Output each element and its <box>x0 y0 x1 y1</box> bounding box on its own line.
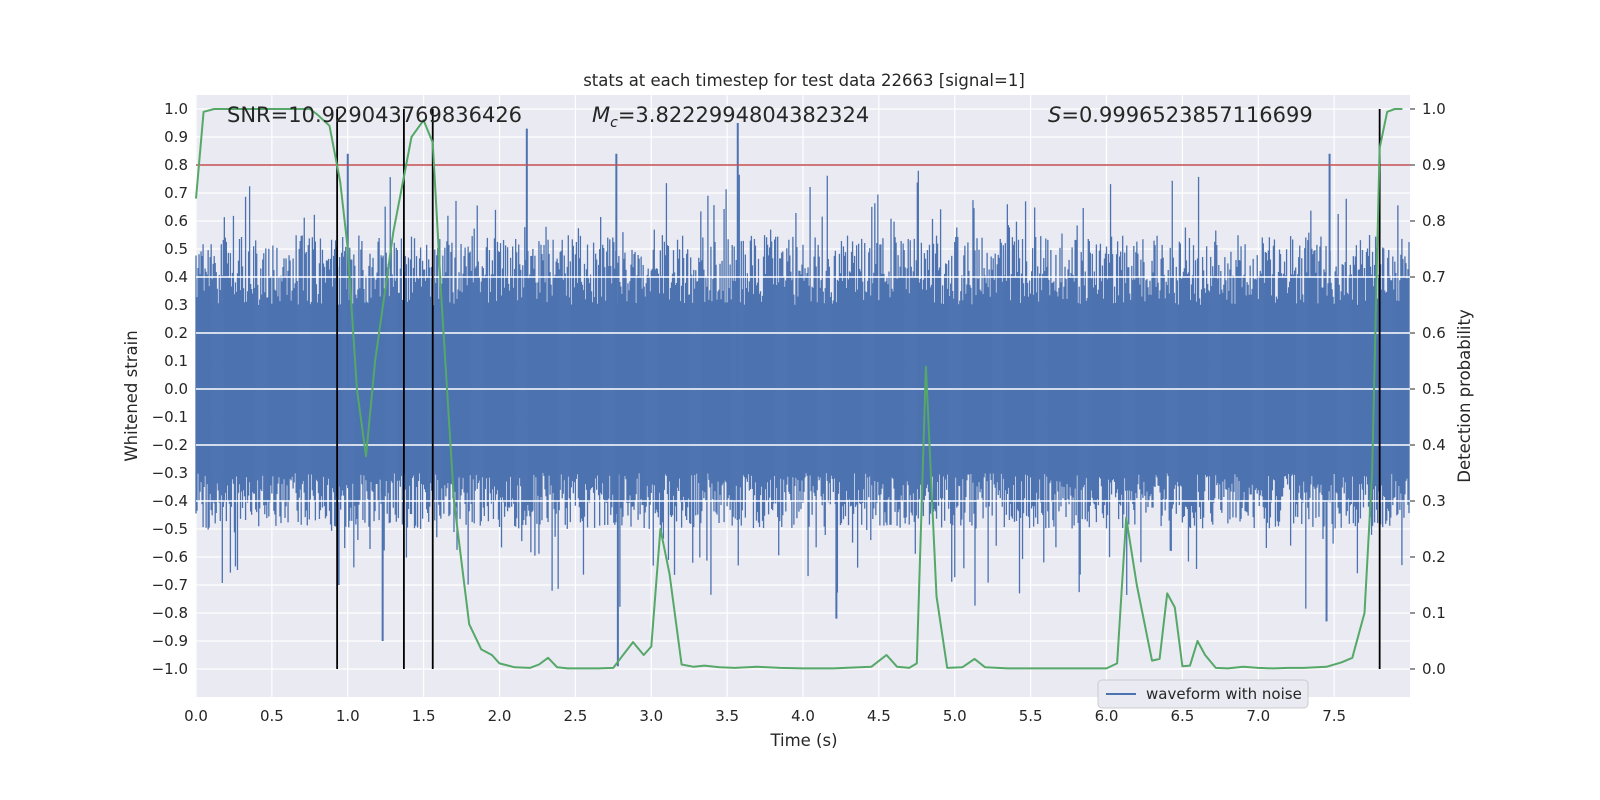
x-axis-label: Time (s) <box>769 731 837 750</box>
y-right-tick-label: 0.4 <box>1422 436 1446 454</box>
mc-value: =3.8222994804382324 <box>618 103 869 127</box>
y-left-tick-label: −0.8 <box>152 604 188 622</box>
y-left-tick-label: 0.5 <box>164 240 188 258</box>
x-tick-label: 3.5 <box>715 707 739 725</box>
x-tick-label: 5.5 <box>1019 707 1043 725</box>
y-right-tick-label: 0.6 <box>1422 324 1446 342</box>
detection-statistic-annotation: S=0.9996523857116699 <box>1048 103 1313 127</box>
y-left-tick-label: 0.4 <box>164 268 188 286</box>
x-tick-label: 4.5 <box>867 707 891 725</box>
mc-subscript: c <box>610 115 618 131</box>
x-tick-label: 0.0 <box>184 707 208 725</box>
x-tick-label: 3.0 <box>639 707 663 725</box>
legend-label: waveform with noise <box>1146 685 1302 703</box>
y-right-tick-label: 0.9 <box>1422 156 1446 174</box>
waveform-series <box>195 123 1410 667</box>
y-right-tick-label: 0.5 <box>1422 380 1446 398</box>
overlay <box>196 109 1410 669</box>
y-right-tick-label: 0.3 <box>1422 492 1446 510</box>
y-left-tick-label: 0.7 <box>164 184 188 202</box>
y-right-tick-label: 0.0 <box>1422 660 1446 678</box>
y-left-tick-label: 0.8 <box>164 156 188 174</box>
x-tick-label: 2.0 <box>488 707 512 725</box>
y-left-tick-label: 0.1 <box>164 352 188 370</box>
y-left-tick-label: −0.4 <box>152 492 188 510</box>
y-left-tick-label: −0.6 <box>152 548 188 566</box>
x-tick-label: 6.0 <box>1095 707 1119 725</box>
y-left-tick-label: −0.9 <box>152 632 188 650</box>
x-tick-label: 5.0 <box>943 707 967 725</box>
y-axis-label-left: Whitened strain <box>122 330 141 461</box>
y-left-tick-label: −0.7 <box>152 576 188 594</box>
y-right-tick-label: 1.0 <box>1422 100 1446 118</box>
x-tick-label: 1.5 <box>412 707 436 725</box>
y-left-tick-label: 0.6 <box>164 212 188 230</box>
snr-annotation: SNR=10.929043769836426 <box>227 103 522 127</box>
s-symbol: S <box>1048 103 1061 127</box>
y-right-tick-label: 0.2 <box>1422 548 1446 566</box>
x-tick-label: 7.5 <box>1322 707 1346 725</box>
y-axis-label-right: Detection probability <box>1455 309 1474 483</box>
y-right-tick-label: 0.8 <box>1422 212 1446 230</box>
x-tick-label: 1.0 <box>336 707 360 725</box>
y-left-tick-label: −0.2 <box>152 436 188 454</box>
x-tick-label: 7.0 <box>1246 707 1270 725</box>
mc-symbol: M <box>592 103 610 127</box>
x-tick-label: 2.5 <box>563 707 587 725</box>
ticks: 0.0 0.5 1.0 1.5 2.0 2.5 3.0 3.5 4.0 4.5 5.0 5.5 6.0 6… <box>152 100 1446 725</box>
detection-probability-line <box>195 108 1403 670</box>
x-tick-label: 4.0 <box>791 707 815 725</box>
y-left-tick-label: 0.2 <box>164 324 188 342</box>
y-right-tick-label: 0.1 <box>1422 604 1446 622</box>
x-tick-label: 0.5 <box>260 707 284 725</box>
chirp-mass-annotation: Mc=3.8222994804382324 <box>592 103 869 131</box>
y-left-tick-label: −0.3 <box>152 464 188 482</box>
y-left-tick-label: 0.9 <box>164 128 188 146</box>
y-left-tick-label: 1.0 <box>164 100 188 118</box>
chart-title: stats at each timestep for test data 226… <box>583 71 1025 90</box>
s-value: =0.9996523857116699 <box>1061 103 1312 127</box>
y-left-tick-label: 0.0 <box>164 380 188 398</box>
y-left-tick-label: 0.3 <box>164 296 188 314</box>
y-right-tick-label: 0.7 <box>1422 268 1446 286</box>
legend-box <box>1097 679 1309 709</box>
x-tick-label: 6.5 <box>1170 707 1194 725</box>
y-left-tick-label: −0.1 <box>152 408 188 426</box>
y-left-tick-label: −1.0 <box>152 660 188 678</box>
legend: waveform with noise <box>1097 679 1309 709</box>
y-left-tick-label: −0.5 <box>152 520 188 538</box>
probability-series <box>195 108 1403 670</box>
